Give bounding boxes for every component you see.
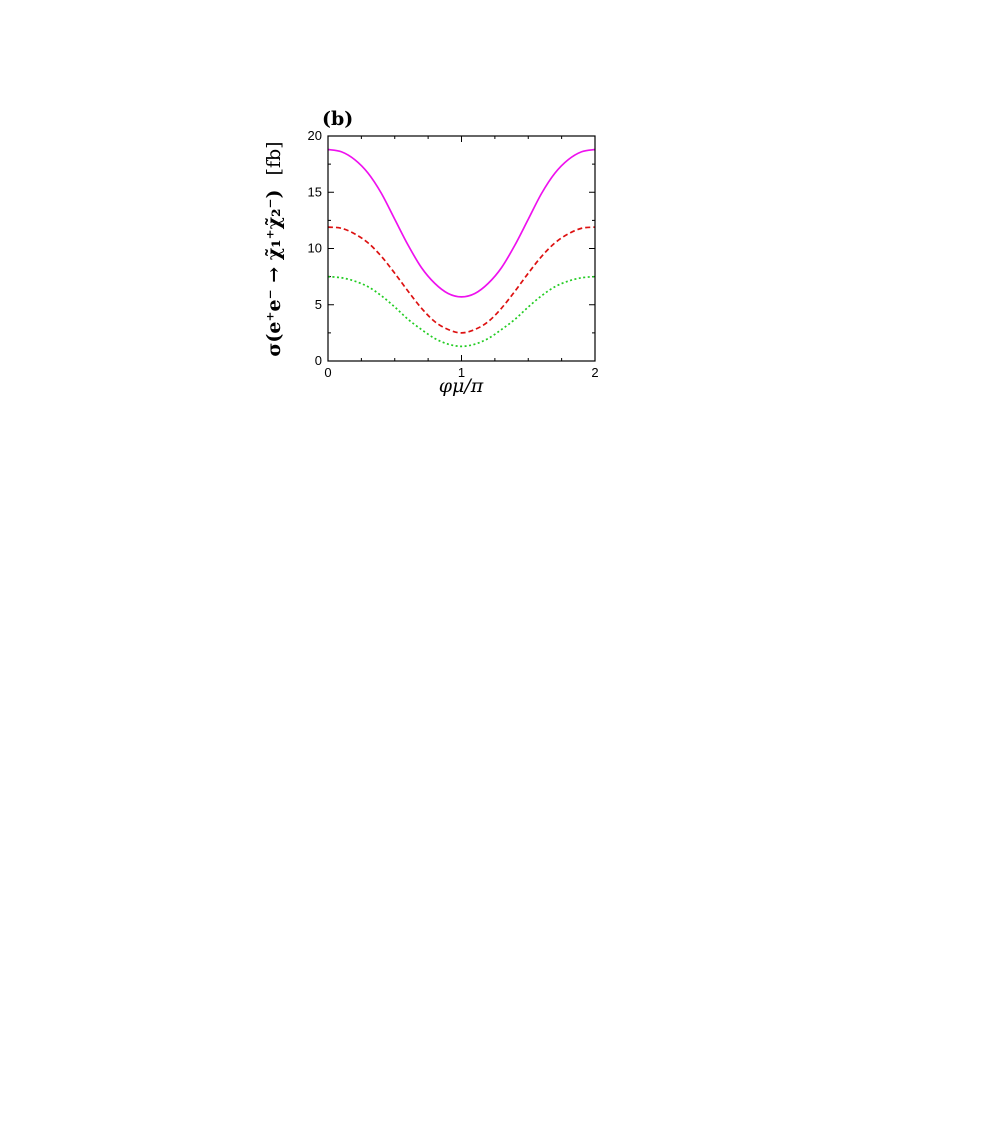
- svg-text:σ(e⁺e⁻ → χ̃₁⁺χ̃₂⁻) [fb]: σ(e⁺e⁻ → χ̃₁⁺χ̃₂⁻) [fb]: [263, 141, 285, 356]
- x-axis-label: φμ/π: [439, 375, 484, 397]
- y-axis-label: σ(e⁺e⁻ → χ̃₁⁺χ̃₂⁻): [263, 190, 285, 357]
- y-tick-label: 10: [308, 241, 322, 256]
- y-axis-unit: [fb]: [263, 141, 285, 175]
- panel-label: (b): [322, 108, 353, 130]
- series-line-2-dashed: [327, 226, 596, 334]
- tick-labels: 0 5 10 15 20 0 1 2: [308, 128, 599, 380]
- x-tick-label: 0: [324, 365, 331, 380]
- series-layer: [327, 148, 596, 348]
- series-line-1-solid: [327, 148, 596, 298]
- y-axis-title: σ(e⁺e⁻ → χ̃₁⁺χ̃₂⁻) [fb]: [263, 141, 285, 356]
- y-tick-label: 5: [315, 297, 322, 312]
- tick-marks: [327, 135, 596, 362]
- y-tick-label: 0: [315, 353, 322, 368]
- y-tick-label: 20: [308, 128, 322, 143]
- plot-frame: [327, 135, 596, 362]
- x-tick-label: 1: [458, 365, 465, 380]
- x-tick-label: 2: [591, 365, 598, 380]
- y-tick-label: 15: [308, 184, 322, 199]
- series-line-3-dotted: [327, 275, 596, 348]
